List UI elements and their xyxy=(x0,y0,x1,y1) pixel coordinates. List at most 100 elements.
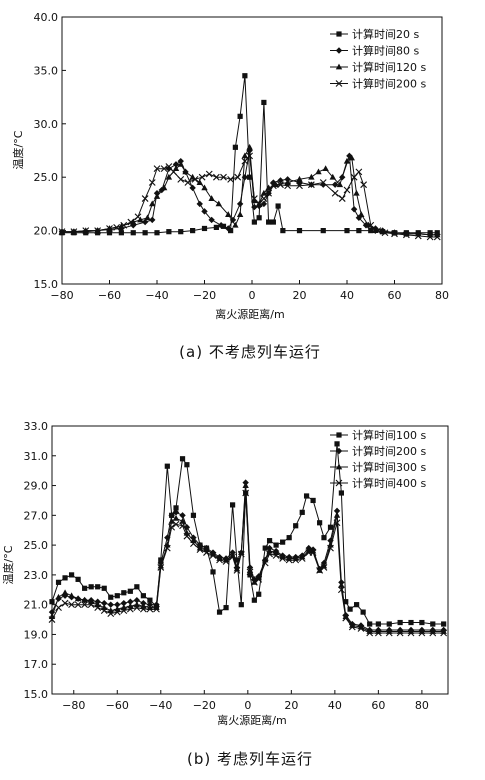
chart-a-series-3-point xyxy=(215,200,222,207)
chart-a-series-3-point xyxy=(232,221,239,228)
chart-a-series-4-point xyxy=(350,173,358,181)
chart-b-series-4-point xyxy=(357,625,365,632)
chart-a-series-1-point xyxy=(242,73,248,79)
chart-b-legend-item: 计算时间400 s xyxy=(330,476,426,490)
chart-a-series-4-point xyxy=(177,175,185,183)
chart-b-series-3-point xyxy=(407,628,415,634)
chart-a-series-3-point xyxy=(144,214,151,221)
chart-a-series-4-point xyxy=(113,224,121,231)
chart-b-series-4-point xyxy=(153,605,160,613)
chart-b-series-4-point xyxy=(316,567,324,574)
chart-b-series-3-point xyxy=(229,552,236,558)
chart-b-series-4-point xyxy=(366,629,374,637)
chart-b-series-4-point xyxy=(429,629,437,637)
chart-b-series-1-point xyxy=(247,572,253,578)
chart-a-series-4-point xyxy=(381,229,389,237)
chart-a-legend-item: 计算时间20 s xyxy=(330,27,419,41)
chart-a-series-4-point xyxy=(265,189,273,197)
chart-a-series-4-point xyxy=(414,232,422,240)
chart-a-series-2-point xyxy=(229,216,237,224)
chart-a-series-1-point xyxy=(213,224,219,230)
chart-b-series-1-point xyxy=(256,591,262,597)
chart-b-series-1-point xyxy=(216,609,223,615)
chart-a-series-4-point xyxy=(433,233,441,241)
chart-b-series-4-point xyxy=(126,605,134,613)
chart-a-legend-marker xyxy=(335,80,343,87)
chart-b-legend-label: 计算时间100 s xyxy=(352,428,426,442)
chart-b-series-1-point xyxy=(251,597,257,603)
chart-b-series-1-point xyxy=(367,621,373,627)
chart-a-y-tick-label: 30.0 xyxy=(34,118,59,131)
chart-a-series-4-point xyxy=(58,228,66,236)
chart-a-x-tick-label: 0 xyxy=(249,289,256,302)
chart-a-series-3-point xyxy=(246,143,253,150)
chart-b-series-1-point xyxy=(234,557,240,563)
chart-b-series-2-point xyxy=(107,601,114,608)
chart-b-series-1-point xyxy=(62,575,68,581)
chart-b-series-3-point xyxy=(242,482,249,488)
chart-a-series-4-point xyxy=(127,218,135,226)
chart-b-series-4-point xyxy=(190,540,197,548)
chart-b-series-4 xyxy=(48,489,448,637)
chart-b-x-tick-label: −80 xyxy=(62,699,85,712)
chart-b-ticks: −80 −60 −40 −20 0 20 40 60 80 15.0 17.0 19.0 21.0 23.… xyxy=(24,420,429,712)
chart-a-series-2-point xyxy=(346,152,353,160)
chart-b-series-4-point xyxy=(418,629,426,637)
chart-a-legend-marker xyxy=(335,47,343,54)
chart-b-series-1-point xyxy=(173,505,179,511)
chart-a-series-4-point xyxy=(191,175,199,183)
chart-b-y-tick-label: 27.0 xyxy=(24,509,49,522)
chart-b-series-3-point xyxy=(309,547,317,554)
chart-a-series-2-point xyxy=(172,161,180,168)
chart-b-series-4-point xyxy=(348,623,356,631)
chart-a-series-2-point xyxy=(225,225,232,232)
chart-a-series-3-point xyxy=(160,184,168,191)
chart-b-series-3-point xyxy=(299,553,306,560)
chart-b-series-3-point xyxy=(61,589,69,596)
chart-b-series-2-point xyxy=(61,592,69,599)
chart-b-series-1-point xyxy=(334,441,340,447)
chart-a-series-4-point xyxy=(355,168,363,176)
chart-a-x-tick-label: 60 xyxy=(388,289,402,302)
chart-a-series-1-point xyxy=(228,228,234,234)
chart-b-series-1-point xyxy=(68,572,75,578)
chart-a-series-3-point xyxy=(172,165,180,172)
chart-a-series-4-point xyxy=(227,175,235,183)
chart-b-series xyxy=(48,441,448,637)
chart-b-series-3-point xyxy=(196,544,204,551)
chart-a-series-3-point xyxy=(236,211,244,217)
chart-a-series-3-point xyxy=(315,168,322,175)
chart-a-series-2-point xyxy=(208,216,215,224)
chart-b-legend-label: 计算时间300 s xyxy=(352,460,426,474)
chart-a-y-tick-label: 15.0 xyxy=(34,278,59,291)
chart-a-series-4-point xyxy=(120,221,128,229)
chart-a-series-2 xyxy=(58,147,441,239)
chart-a-series-1-point xyxy=(201,225,208,232)
chart-b-series-4-point xyxy=(55,604,62,612)
chart-b-series-4-point xyxy=(320,564,328,571)
chart-a-legend-item: 计算时间80 s xyxy=(330,44,419,58)
chart-b-legend-label: 计算时间200 s xyxy=(352,444,426,458)
chart-b-series-4-point xyxy=(407,629,415,637)
chart-a-series-4-point xyxy=(296,182,303,190)
chart-b-series-1-point xyxy=(299,509,305,515)
chart-b-series-1-point xyxy=(55,579,62,585)
chart-b-series-1-point xyxy=(327,524,334,530)
chart-b-series-1-point xyxy=(375,621,381,627)
chart-a-series-4-point xyxy=(82,227,90,234)
chart-a-series-3-point xyxy=(225,211,232,217)
chart-a-series-4-point xyxy=(141,195,149,202)
chart-a-series-4-point xyxy=(153,165,161,173)
chart-a-series-4-point xyxy=(170,168,178,176)
chart-b-series-1-point xyxy=(293,523,299,529)
chart-b-y-axis-label: 温度/°C xyxy=(1,545,15,584)
chart-a-series-3-point xyxy=(260,189,268,196)
chart-b-series-3-point xyxy=(172,514,180,521)
chart-b-series-4-point xyxy=(100,607,108,615)
chart-a-series-4-point xyxy=(106,225,113,232)
chart-b-series-4-point xyxy=(266,550,273,558)
chart-a-legend-label: 计算时间120 s xyxy=(352,60,426,74)
chart-a-series-2-point xyxy=(260,200,268,208)
chart-b-series-4-point xyxy=(272,552,280,559)
